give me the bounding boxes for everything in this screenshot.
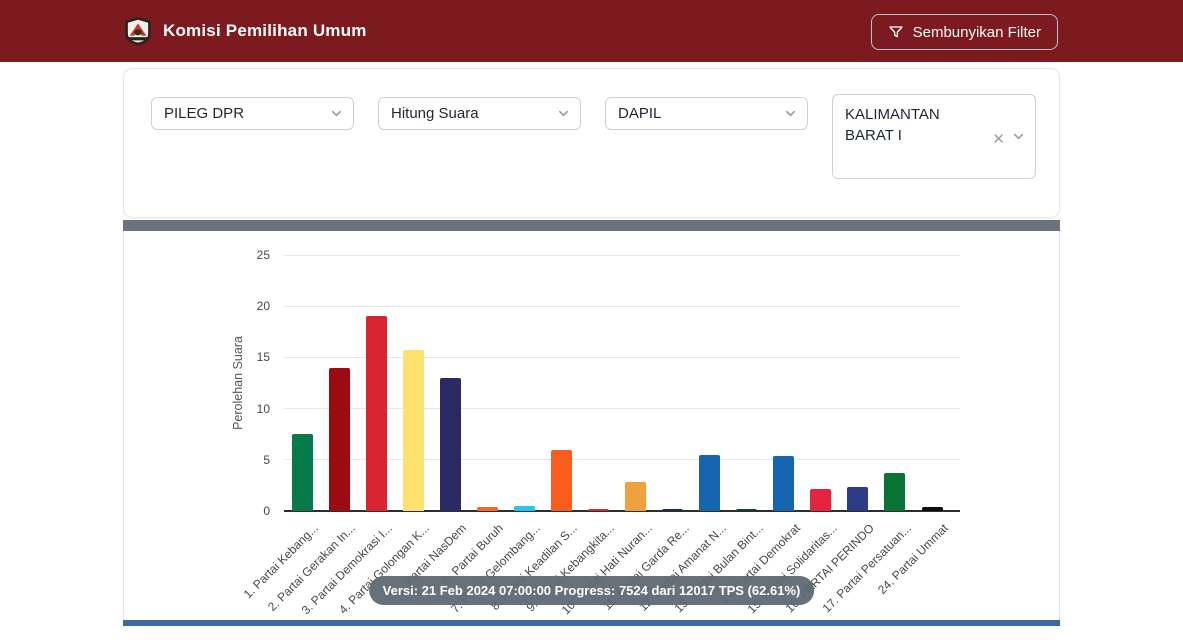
hide-filter-label: Sembunyikan Filter	[912, 23, 1041, 41]
filter-panel: PILEG DPR Hitung Suara DAPIL KALIMANTAN …	[123, 68, 1060, 218]
y-axis-tick: 20	[256, 299, 270, 314]
bar[interactable]	[476, 507, 498, 511]
chevron-down-icon	[556, 106, 580, 121]
progress-tooltip: Versi: 21 Feb 2024 07:00:00 Progress: 75…	[368, 576, 815, 605]
section-divider	[123, 220, 1060, 231]
gridline	[284, 305, 960, 307]
bar[interactable]	[291, 434, 313, 511]
filter-icon	[888, 26, 903, 38]
dapil-value: DAPIL	[618, 105, 662, 122]
hide-filter-button[interactable]: Sembunyikan Filter	[870, 14, 1058, 50]
kpu-logo-icon	[125, 16, 151, 46]
y-axis-tick: 25	[256, 248, 270, 262]
y-axis-tick: 5	[263, 452, 270, 467]
bar[interactable]	[847, 487, 869, 511]
chevron-down-icon	[783, 106, 807, 121]
gridline	[284, 356, 960, 358]
bar[interactable]	[921, 507, 943, 511]
y-axis-tick: 0	[263, 504, 270, 518]
table-header-strip	[123, 620, 1060, 626]
bar[interactable]	[662, 509, 684, 511]
chevron-down-icon	[329, 106, 353, 121]
clear-selection-icon[interactable]: ✕	[992, 130, 1005, 148]
app-header: Komisi Pemilihan Umum Sembunyikan Filter	[0, 0, 1183, 62]
bar[interactable]	[365, 316, 387, 511]
bar[interactable]	[402, 350, 424, 511]
gridline	[284, 254, 960, 256]
count-mode-select[interactable]: Hitung Suara	[378, 97, 581, 130]
bar[interactable]	[513, 505, 535, 511]
bar[interactable]	[625, 481, 647, 511]
bar[interactable]	[550, 449, 572, 511]
election-type-value: PILEG DPR	[164, 105, 245, 122]
bar[interactable]	[810, 489, 832, 511]
election-type-select[interactable]: PILEG DPR	[151, 97, 354, 130]
bar[interactable]	[328, 367, 350, 511]
bar[interactable]	[439, 377, 461, 511]
dapil-select[interactable]: DAPIL	[605, 97, 808, 130]
gridline	[284, 408, 960, 410]
bar[interactable]	[699, 454, 721, 511]
bar[interactable]	[884, 473, 906, 511]
chevron-down-icon	[1011, 129, 1026, 149]
x-axis-line	[284, 510, 960, 512]
region-select[interactable]: KALIMANTAN BARAT I ✕	[832, 94, 1036, 179]
app-title: Komisi Pemilihan Umum	[163, 21, 367, 40]
brand: Komisi Pemilihan Umum	[123, 0, 367, 62]
y-axis-tick: 10	[256, 401, 270, 416]
y-axis-title: Perolehan Suara	[231, 336, 245, 430]
count-mode-value: Hitung Suara	[391, 105, 479, 122]
bar[interactable]	[773, 455, 795, 511]
gridline	[284, 459, 960, 461]
bar[interactable]	[736, 509, 758, 511]
y-axis-tick: 15	[256, 350, 270, 365]
bar[interactable]	[587, 509, 609, 511]
region-value: KALIMANTAN BARAT I	[845, 106, 940, 144]
chart-panel: 0 5 10 15 20 25 Perolehan Suara 1. Partai Keban…	[123, 231, 1060, 620]
